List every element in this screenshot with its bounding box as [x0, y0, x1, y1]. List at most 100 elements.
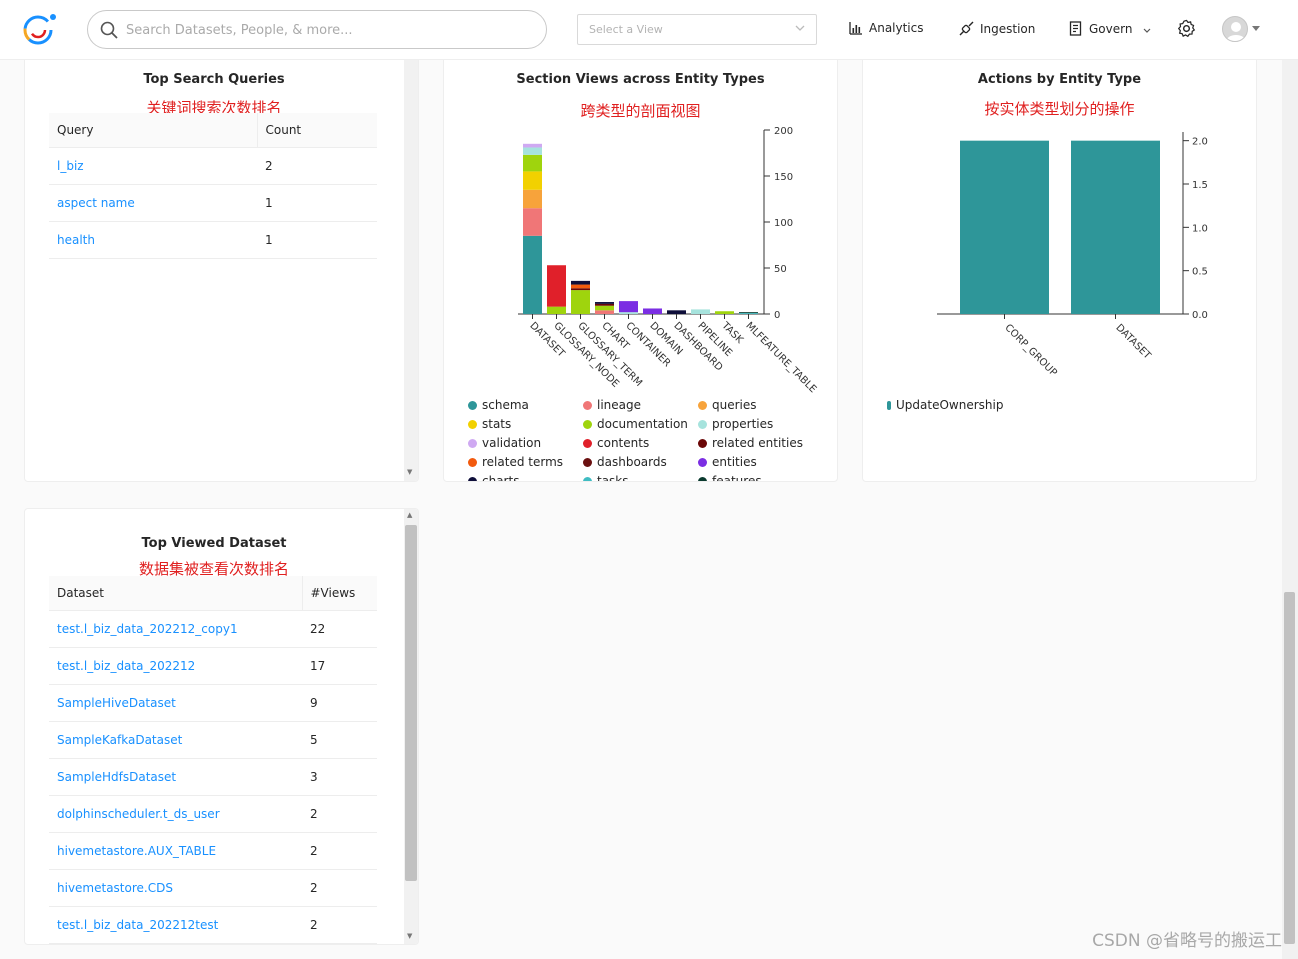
x-tick-label: CORP_GROUP: [1002, 322, 1058, 378]
count-cell: 1: [257, 221, 377, 259]
nav-analytics-label: Analytics: [869, 21, 924, 35]
views-cell: 2: [302, 832, 377, 870]
legend-label: contents: [597, 436, 650, 450]
legend-item[interactable]: stats: [468, 417, 511, 431]
card-title: Actions by Entity Type: [977, 72, 1142, 87]
query-link[interactable]: aspect name: [57, 195, 135, 210]
actions-by-entity-chart: 0.0 0.5 1.0 1.5 2.0 CORP_GROUP DATASET: [937, 132, 1208, 379]
legend-item[interactable]: validation: [468, 436, 541, 450]
legend-label: schema: [482, 398, 529, 412]
dataset-link[interactable]: test.l_biz_data_202212test: [57, 917, 219, 932]
search-icon: [100, 21, 118, 39]
user-avatar[interactable]: [1222, 16, 1248, 42]
top-viewed-dataset-card: Top Viewed Dataset 数据集被查看次数排名 Dataset #V…: [24, 508, 419, 945]
count-cell: 1: [257, 184, 377, 222]
actions-by-entity-card: Actions by Entity Type 按实体类型划分的操作 0.0 0.5…: [862, 46, 1257, 482]
legend-item[interactable]: contents: [583, 436, 649, 450]
legend-label: related entities: [712, 436, 803, 450]
bar-segment: [739, 312, 758, 314]
search-bar[interactable]: [87, 10, 547, 49]
x-tick-label: DATASET: [1113, 322, 1153, 362]
legend-label: UpdateOwnership: [896, 398, 1004, 412]
user-icon: [1226, 22, 1246, 41]
x-tick-label: MLFEATURE_TABLE: [743, 320, 818, 395]
search-input[interactable]: [124, 19, 524, 41]
top-search-queries-card: Top Search Queries 关键词搜索次数排名 Query Count…: [24, 46, 419, 482]
legend-item[interactable]: queries: [698, 398, 757, 412]
table-row: l_biz 2: [49, 147, 377, 185]
view-select[interactable]: Select a View: [577, 14, 817, 45]
section-views-chart: 050100150200DATASETGLOSSARY_NODEGLOSSARY…: [518, 126, 818, 395]
dataset-link[interactable]: SampleHdfsDataset: [57, 769, 177, 784]
legend-label: queries: [712, 398, 757, 412]
legend-item[interactable]: features: [698, 474, 762, 481]
caret-down-icon[interactable]: [1252, 26, 1260, 32]
legend-swatch: [698, 439, 707, 448]
table-row: dolphinscheduler.t_ds_user 2: [49, 795, 377, 833]
table-row: health 1: [49, 221, 377, 259]
legend-label: charts: [482, 474, 520, 482]
legend-item[interactable]: lineage: [583, 398, 641, 412]
api-plug-icon: [959, 21, 974, 36]
legend-item[interactable]: tasks: [583, 474, 629, 481]
legend-swatch: [468, 458, 477, 467]
legend-item[interactable]: schema: [468, 398, 529, 412]
query-link[interactable]: l_biz: [57, 158, 84, 173]
bar-segment: [571, 290, 590, 314]
legend-swatch: [698, 401, 707, 410]
legend-item[interactable]: dashboards: [583, 455, 667, 469]
column-header-dataset[interactable]: Dataset: [49, 576, 302, 611]
column-header-views[interactable]: #Views: [301, 576, 377, 611]
legend-item[interactable]: entities: [698, 455, 757, 469]
scrollbar[interactable]: [404, 47, 418, 481]
bar-segment: [619, 312, 638, 314]
gear-icon[interactable]: [1177, 19, 1196, 38]
legend-item[interactable]: charts: [468, 474, 520, 482]
dataset-link[interactable]: hivemetastore.CDS: [57, 880, 173, 895]
bar-segment: [739, 313, 758, 314]
column-header-count[interactable]: Count: [256, 113, 377, 148]
scroll-up-arrow[interactable]: ▲: [407, 511, 413, 519]
query-link[interactable]: health: [57, 232, 95, 247]
nav-analytics[interactable]: Analytics: [849, 21, 924, 35]
legend-label: validation: [482, 436, 542, 450]
bar-segment: [547, 306, 566, 314]
views-cell: 17: [302, 647, 377, 685]
dataset-link[interactable]: hivemetastore.AUX_TABLE: [57, 843, 217, 858]
scroll-down-arrow[interactable]: ▼: [407, 932, 413, 940]
legend-swatch: [583, 420, 592, 429]
legend-label: documentation: [597, 417, 688, 431]
column-header-query[interactable]: Query: [49, 113, 257, 148]
table-row: test.l_biz_data_202212_copy1 22: [49, 610, 377, 648]
dataset-link[interactable]: test.l_biz_data_202212_copy1: [57, 621, 238, 636]
legend-item[interactable]: related entities: [698, 436, 803, 450]
bar-segment: [595, 310, 614, 314]
legend-swatch: [583, 401, 592, 410]
datahub-logo[interactable]: [18, 10, 60, 48]
bar-segment: [571, 284, 590, 289]
y-tick-label: 1.0: [1192, 223, 1208, 234]
views-cell: 2: [302, 795, 377, 833]
nav-govern[interactable]: Govern: [1069, 21, 1152, 36]
page-scrollbar-thumb[interactable]: [1284, 592, 1295, 944]
dataset-link[interactable]: test.l_biz_data_202212: [57, 658, 196, 673]
scroll-down-arrow[interactable]: ▼: [407, 468, 413, 476]
y-tick-label: 1.5: [1192, 180, 1208, 191]
table-row: test.l_biz_data_202212 17: [49, 647, 377, 685]
dataset-link[interactable]: SampleHiveDataset: [57, 695, 176, 710]
legend-item[interactable]: UpdateOwnership: [887, 398, 1003, 412]
legend-item[interactable]: documentation: [583, 417, 688, 431]
legend-item[interactable]: properties: [698, 417, 773, 431]
dataset-link[interactable]: dolphinscheduler.t_ds_user: [57, 806, 220, 821]
legend-item[interactable]: related terms: [468, 455, 563, 469]
table-row: SampleKafkaDataset 5: [49, 721, 377, 759]
bar-segment: [523, 154, 542, 172]
section-views-legend: schema lineage queries stats documentation pr…: [468, 398, 828, 482]
legend-label: related terms: [482, 455, 564, 469]
card-subtitle: 按实体类型划分的操作: [984, 100, 1135, 118]
nav-ingestion[interactable]: Ingestion: [959, 21, 1035, 36]
document-icon: [1069, 21, 1082, 36]
bar-segment: [619, 301, 638, 313]
scrollbar-thumb[interactable]: [405, 525, 417, 881]
dataset-link[interactable]: SampleKafkaDataset: [57, 732, 183, 747]
